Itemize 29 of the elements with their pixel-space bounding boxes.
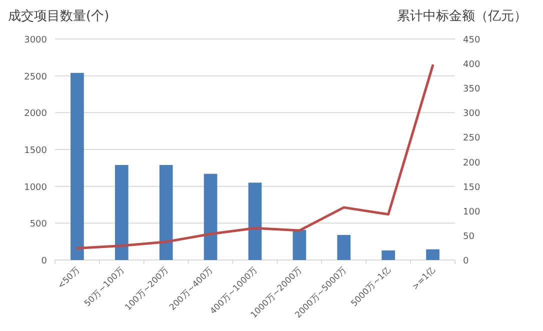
y2-tick-label: 100 <box>463 207 480 218</box>
bar <box>248 182 262 260</box>
y2-axis-title: 累计中标金额（亿元） <box>397 9 527 24</box>
y-tick-label: 500 <box>30 220 48 230</box>
y-tick-label: 3000 <box>24 36 48 46</box>
y-tick-label: 1500 <box>24 146 48 156</box>
bar <box>204 174 218 260</box>
y-tick-label: 2500 <box>24 72 48 82</box>
y-tick-label: 2000 <box>24 109 48 120</box>
bar <box>337 234 351 260</box>
y2-tick-label: 50 <box>463 232 475 242</box>
y2-tick-label: 200 <box>463 158 480 168</box>
y2-tick-label: 450 <box>463 36 480 46</box>
y-tick-label: 0 <box>41 256 48 266</box>
bar <box>382 250 395 260</box>
y-axis-title: 成交项目数量(个) <box>8 8 110 24</box>
bar <box>426 249 440 260</box>
y-tick-label: 1000 <box>24 182 48 193</box>
y2-tick-label: 400 <box>463 60 480 70</box>
y2-tick-label: 350 <box>463 84 480 95</box>
y2-tick-label: 150 <box>463 182 480 193</box>
y2-tick-label: 0 <box>463 256 469 266</box>
bar <box>70 72 84 260</box>
line-series <box>76 64 434 250</box>
y2-tick-label: 300 <box>463 109 480 120</box>
y2-tick-label: 250 <box>463 134 480 144</box>
bar <box>115 164 128 260</box>
bar <box>292 230 306 260</box>
bar <box>159 164 173 260</box>
